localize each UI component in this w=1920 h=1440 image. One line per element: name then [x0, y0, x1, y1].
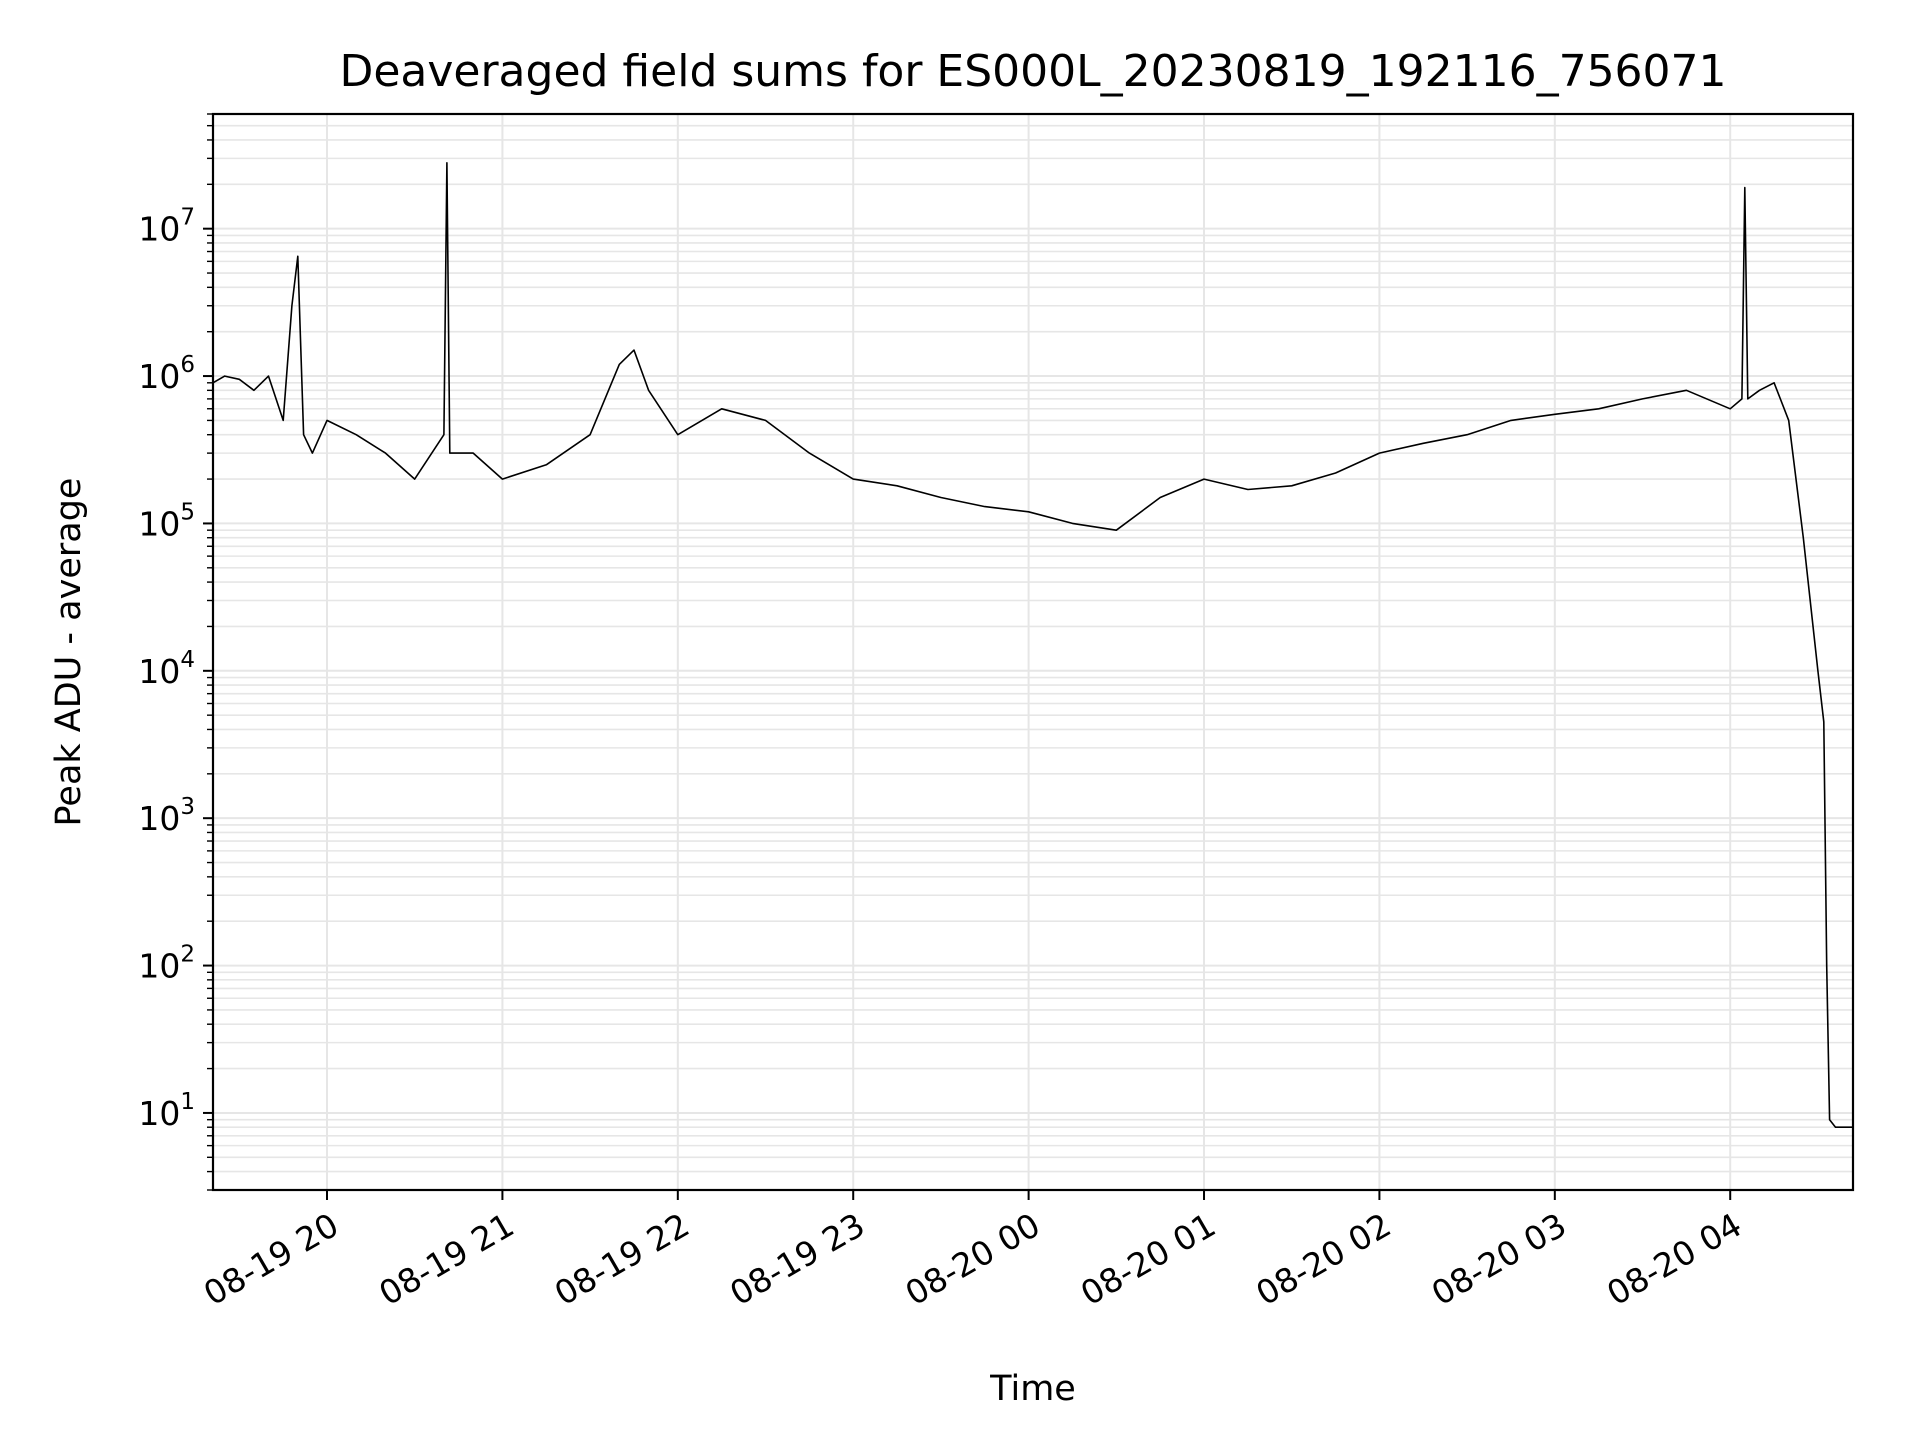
chart-title: Deaveraged field sums for ES000L_2023081… — [339, 46, 1726, 97]
y-tick-base: 10 — [138, 210, 180, 249]
y-tick-base: 10 — [138, 504, 180, 543]
plot-line — [212, 162, 1853, 1128]
y-tick-label: 104 — [138, 647, 195, 691]
grid — [213, 113, 1853, 1191]
y-tick-exponent: 7 — [180, 205, 195, 231]
y-tick-exponent: 5 — [180, 499, 195, 525]
y-tick-base: 10 — [138, 947, 180, 986]
y-tick-base: 10 — [138, 799, 180, 838]
y-tick-label: 103 — [138, 794, 195, 838]
y-tick-label: 102 — [138, 942, 195, 986]
y-tick-exponent: 2 — [180, 942, 195, 968]
y-tick-exponent: 6 — [180, 352, 195, 378]
y-tick-base: 10 — [138, 357, 180, 396]
y-axis-title: Peak ADU - average — [49, 478, 89, 827]
y-tick-label: 106 — [138, 352, 195, 396]
y-tick-label: 105 — [138, 499, 195, 543]
series-line — [212, 162, 1853, 1128]
x-axis-title: Time — [989, 1369, 1076, 1409]
y-tick-exponent: 4 — [180, 647, 195, 673]
plot-frame — [211, 112, 1855, 1192]
y-tick-exponent: 1 — [180, 1089, 195, 1115]
y-tick-exponent: 3 — [180, 794, 195, 820]
y-tick-base: 10 — [138, 1094, 180, 1133]
y-tick-label: 107 — [138, 205, 195, 249]
y-tick-base: 10 — [138, 652, 180, 691]
y-tick-label: 101 — [138, 1089, 195, 1133]
